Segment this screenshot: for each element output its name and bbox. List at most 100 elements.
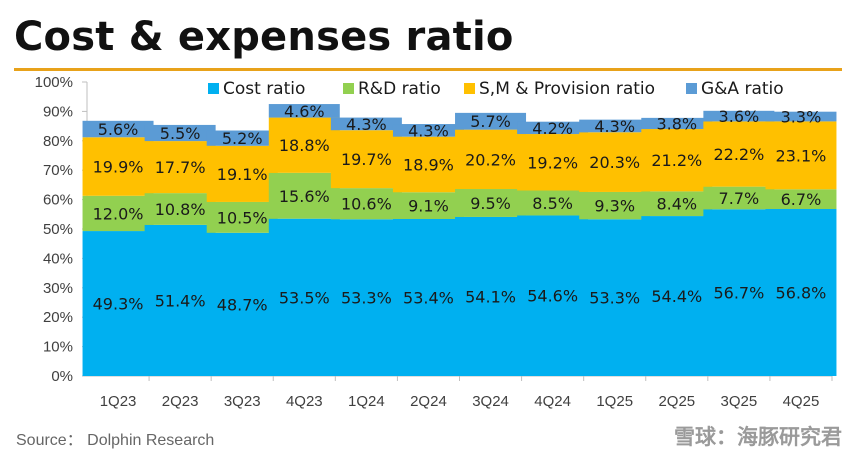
data-label: 10.5% — [217, 208, 268, 227]
bar-segment — [579, 191, 651, 220]
y-tick-label: 40% — [43, 250, 73, 267]
bar-segment — [579, 219, 651, 376]
data-label: 54.4% — [651, 287, 702, 306]
legend-swatch — [343, 83, 354, 94]
bar-segment — [765, 209, 837, 376]
x-tick-label: 1Q25 — [596, 393, 633, 410]
title-underline — [14, 68, 842, 71]
data-label: 49.3% — [93, 295, 144, 314]
data-label: 5.5% — [160, 124, 201, 143]
data-label: 3.6% — [719, 107, 760, 126]
data-label: 4.3% — [408, 121, 449, 140]
data-label: 8.5% — [532, 194, 573, 213]
y-tick-label: 30% — [43, 280, 73, 297]
bar-segment — [455, 189, 527, 217]
x-tick-label: 3Q25 — [721, 393, 758, 410]
bar-segment — [392, 219, 464, 376]
legend-label: R&D ratio — [358, 79, 441, 99]
data-label: 9.1% — [408, 197, 449, 216]
bar-segment — [703, 186, 775, 210]
data-label: 19.1% — [217, 165, 268, 184]
bar-segment — [579, 132, 651, 192]
bar-segment — [765, 189, 837, 210]
bar-segment — [330, 130, 402, 189]
data-label: 53.4% — [403, 289, 454, 308]
data-label: 4.3% — [346, 115, 387, 134]
x-tick-label: 3Q24 — [472, 393, 509, 410]
data-label: 22.2% — [713, 145, 764, 164]
data-label: 20.3% — [589, 153, 640, 172]
y-tick-label: 90% — [43, 103, 73, 120]
bar-segment — [144, 124, 216, 142]
data-label: 3.3% — [781, 108, 822, 127]
data-label: 56.7% — [713, 284, 764, 303]
bar-segment — [206, 130, 278, 146]
bar-segment — [703, 110, 775, 122]
bar-segment — [517, 190, 589, 216]
y-tick-label: 50% — [43, 221, 73, 238]
bar-segment — [579, 119, 651, 133]
bar-segment — [268, 104, 340, 118]
data-label: 53.3% — [341, 289, 392, 308]
bar-segment — [455, 112, 527, 130]
x-tick-label: 4Q24 — [534, 393, 571, 410]
bar-segment — [268, 117, 340, 173]
y-tick-label: 100% — [35, 74, 73, 91]
data-label: 23.1% — [776, 146, 827, 165]
bar-segment — [703, 121, 775, 187]
data-label: 10.8% — [155, 200, 206, 219]
bar-segment — [455, 129, 527, 190]
source-note: Source： Dolphin Research — [16, 432, 215, 449]
data-label: 18.9% — [403, 155, 454, 174]
y-tick-label: 60% — [43, 192, 73, 209]
legend-swatch — [464, 83, 475, 94]
bar-segment — [82, 137, 154, 196]
x-tick-label: 1Q23 — [100, 393, 137, 410]
data-label: 51.4% — [155, 291, 206, 310]
legend-label: Cost ratio — [223, 79, 305, 99]
bar-segment — [82, 195, 154, 232]
data-label: 53.5% — [279, 288, 330, 307]
bar-segment — [268, 172, 340, 219]
bar-segment — [455, 216, 527, 376]
bar-segment — [330, 117, 402, 131]
data-label: 7.7% — [719, 189, 760, 208]
bar-segment — [641, 117, 713, 130]
data-label: 15.6% — [279, 187, 330, 206]
bar-segment — [206, 145, 278, 202]
bar-segment — [206, 232, 278, 376]
x-tick-label: 2Q23 — [162, 393, 199, 410]
data-label: 9.5% — [470, 194, 511, 213]
bar-segment — [392, 192, 464, 220]
data-label: 21.2% — [651, 151, 702, 170]
bar-segment — [703, 209, 775, 376]
y-tick-label: 20% — [43, 309, 73, 326]
data-label: 4.2% — [532, 119, 573, 138]
bar-segment — [517, 134, 589, 191]
bar-segment — [641, 191, 713, 217]
bar-segment — [517, 215, 589, 376]
data-label: 5.7% — [470, 112, 511, 131]
data-label: 54.1% — [465, 287, 516, 306]
data-label: 9.3% — [594, 197, 635, 216]
data-label: 56.8% — [776, 284, 827, 303]
y-tick-label: 80% — [43, 133, 73, 150]
legend-label: S,M & Provision ratio — [479, 79, 655, 99]
bar-segment — [392, 136, 464, 193]
bar-segment — [517, 121, 589, 135]
data-label: 5.6% — [98, 120, 139, 139]
bar-segment — [144, 141, 216, 194]
bar-segment — [82, 120, 154, 138]
data-label: 17.7% — [155, 158, 206, 177]
y-tick-label: 70% — [43, 162, 73, 179]
data-label: 19.9% — [93, 158, 144, 177]
data-label: 4.3% — [594, 117, 635, 136]
x-tick-label: 3Q23 — [224, 393, 261, 410]
x-tick-label: 2Q24 — [410, 393, 447, 410]
bar-segment — [392, 124, 464, 137]
x-tick-label: 4Q23 — [286, 393, 323, 410]
x-tick-label: 4Q25 — [783, 393, 820, 410]
x-tick-label: 1Q24 — [348, 393, 385, 410]
legend-label: G&A ratio — [701, 79, 784, 99]
chart-title: Cost & expenses ratio — [14, 14, 514, 60]
